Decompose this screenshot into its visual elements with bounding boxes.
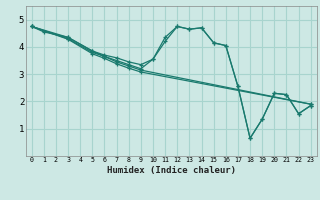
X-axis label: Humidex (Indice chaleur): Humidex (Indice chaleur): [107, 166, 236, 175]
